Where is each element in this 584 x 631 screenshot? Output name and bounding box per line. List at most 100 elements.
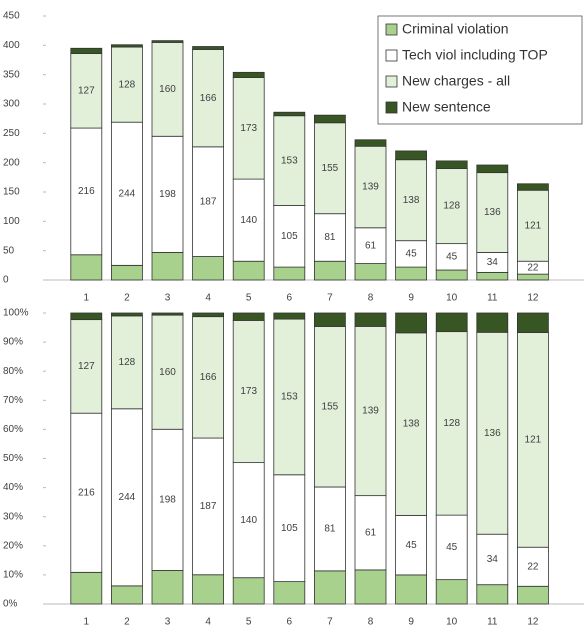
bar-segment [232,462,265,579]
y-tick-label: 10% [3,570,23,581]
y-tick-label: 90% [3,337,23,348]
data-label: 216 [78,487,95,498]
bar-segment [232,577,265,605]
bar-segment [476,312,509,333]
x-tick-label: 12 [527,617,539,628]
bar-segment [232,312,265,321]
bar-segment [395,159,428,242]
legend-swatch [385,75,398,88]
x-tick-label: 11 [487,617,498,628]
data-label: 187 [200,501,217,512]
data-label: 198 [159,189,176,200]
data-label: 45 [446,542,458,553]
x-tick-label: 9 [408,617,414,628]
bar-segment [232,71,265,78]
bar-segment [111,46,143,123]
bar-segment [111,312,143,317]
legend-label: Criminal violation [402,21,509,37]
data-label: 34 [487,257,499,268]
bar-segment [273,312,306,320]
legend-label: New sentence [402,99,491,115]
data-label: 216 [78,186,95,197]
data-label: 128 [443,418,460,429]
data-label: 105 [281,523,298,534]
bar-segment [111,585,143,605]
data-label: 121 [525,220,542,231]
bar-segment [476,164,509,174]
bar-segment [517,546,549,587]
bar-segment [354,263,387,281]
data-label: 138 [403,195,420,206]
x-tick-label: 4 [205,293,211,304]
bar-segment [395,312,428,334]
legend-swatch [385,49,398,62]
bar-segment [313,114,346,124]
data-label: 139 [362,182,379,193]
data-label: 61 [365,240,377,251]
y-tick-label: 40% [3,482,23,493]
y-tick-label: 100 [3,216,20,227]
y-tick-label: 50 [3,245,15,256]
y-tick-label: 80% [3,366,23,377]
data-label: 140 [240,215,257,226]
data-label: 136 [484,207,501,218]
bar-segment [354,227,387,264]
bar-segment [354,312,387,327]
legend-box [377,15,583,125]
data-label: 128 [119,357,136,368]
data-label: 61 [365,527,377,538]
bar-segment [517,585,549,605]
bar-segment [313,213,346,262]
bar-segment [354,569,387,605]
data-label: 173 [240,123,257,134]
y-tick-label: 30% [3,511,23,522]
bar-segment [476,533,509,586]
x-tick-label: 10 [446,617,458,628]
bar-segment [313,570,346,605]
data-label: 34 [487,554,499,565]
x-tick-label: 1 [84,617,90,628]
bar-segment [111,44,143,48]
data-label: 244 [119,492,136,503]
bar-segment [435,243,468,271]
data-label: 139 [362,406,379,417]
bar-segment [395,514,428,576]
data-label: 153 [281,392,298,403]
bar-segment [435,579,468,605]
data-label: 128 [443,201,460,212]
x-tick-label: 5 [246,617,252,628]
x-tick-label: 6 [287,293,293,304]
y-tick-label: 200 [3,157,20,168]
data-label: 187 [200,196,217,207]
bar-segment [435,312,468,333]
bar-segment [151,570,184,605]
y-tick-label: 60% [3,424,23,435]
bar-segment [517,273,549,281]
y-tick-label: 70% [3,395,23,406]
bar-segment [192,316,225,439]
data-label: 155 [322,401,339,412]
legend-swatch [385,23,398,36]
bar-segment [395,574,428,605]
bar-segment [476,271,509,281]
y-tick-label: 0 [3,275,9,286]
bar-segment [395,266,428,281]
y-tick-label: 250 [3,128,20,139]
bar-segment [111,315,143,410]
bar-segment [354,495,387,571]
y-tick-label: 100% [3,308,29,319]
data-label: 127 [78,85,95,96]
bar-segment [354,139,387,147]
bar-segment [70,47,103,54]
data-label: 45 [406,540,418,551]
bar-segment [70,312,103,321]
bar-segment [273,111,306,117]
bar-segment [151,428,184,571]
y-tick-label: 450 [3,11,20,22]
bar-segment [517,183,549,191]
data-label: 160 [159,84,176,95]
x-tick-label: 9 [408,293,414,304]
x-tick-label: 2 [124,617,130,628]
bar-segment [517,332,549,548]
